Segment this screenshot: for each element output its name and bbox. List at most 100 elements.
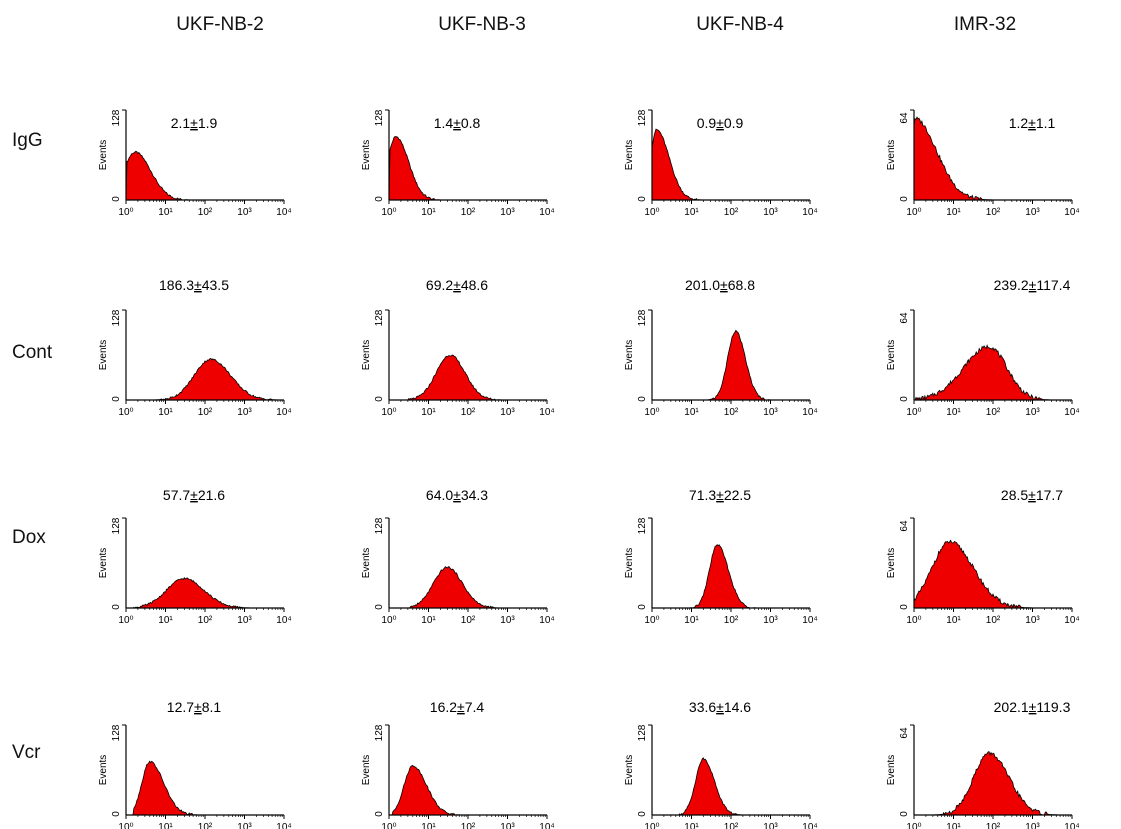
x-tick-label: 10¹ <box>158 207 173 218</box>
x-tick-label: 10³ <box>500 615 515 626</box>
stats-mean: 239.2 <box>994 277 1029 293</box>
x-tick-label: 10² <box>724 822 739 829</box>
y-axis-label: Events <box>98 755 109 786</box>
x-tick-label: 10¹ <box>946 407 961 418</box>
y-zero-label: 0 <box>111 196 122 202</box>
x-tick-label: 10⁰ <box>381 207 396 218</box>
histogram-fill <box>652 757 810 815</box>
x-tick-label: 10³ <box>1025 822 1040 829</box>
histogram-panel: 10⁰ 10¹ 10² 10³ 10⁴ 128 0 Events 33.6±14.6 <box>624 699 818 829</box>
y-zero-label: 0 <box>899 396 910 402</box>
row-label-cont: Cont <box>12 342 53 363</box>
histogram-fill <box>652 544 810 608</box>
row-label-dox: Dox <box>12 527 46 548</box>
histogram-panel: 10⁰ 10¹ 10² 10³ 10⁴ 128 0 Events 0.9±0.9 <box>624 109 818 218</box>
y-max-label: 128 <box>374 309 385 326</box>
histogram-panel: 10⁰ 10¹ 10² 10³ 10⁴ 64 0 Events 28.5±17.7 <box>886 487 1080 626</box>
stats-sd: 1.1 <box>1036 115 1056 131</box>
stats-mean: 186.3 <box>159 277 194 293</box>
y-zero-label: 0 <box>111 604 122 610</box>
x-tick-label: 10⁰ <box>644 407 659 418</box>
stats-mean: 69.2 <box>426 277 453 293</box>
x-tick-label: 10⁴ <box>276 407 291 418</box>
stats-sd: 14.6 <box>724 699 751 715</box>
stats-label: 202.1±119.3 <box>994 699 1071 715</box>
y-axis-label: Events <box>886 340 897 371</box>
y-max-label: 128 <box>637 517 648 534</box>
x-tick-label: 10⁴ <box>276 207 291 218</box>
histogram-panel: 10⁰ 10¹ 10² 10³ 10⁴ 128 0 Events 16.2±7.4 <box>361 699 555 829</box>
x-tick-label: 10⁰ <box>906 822 921 829</box>
x-tick-label: 10⁴ <box>802 407 817 418</box>
x-tick-label: 10⁴ <box>1064 615 1079 626</box>
histogram-outline <box>652 757 810 816</box>
x-tick-label: 10⁴ <box>1064 822 1079 829</box>
y-zero-label: 0 <box>899 811 910 817</box>
stats-label: 186.3±43.5 <box>159 277 229 293</box>
x-tick-label: 10² <box>198 407 213 418</box>
x-tick-label: 10² <box>986 207 1001 218</box>
stats-mean: 64.0 <box>426 487 453 503</box>
x-tick-label: 10⁴ <box>1064 407 1079 418</box>
y-axis-label: Events <box>886 548 897 579</box>
stats-mean: 202.1 <box>994 699 1029 715</box>
x-tick-label: 10² <box>198 207 213 218</box>
stats-label: 57.7±21.6 <box>163 487 225 503</box>
x-tick-label: 10⁴ <box>802 615 817 626</box>
row-label-igg: IgG <box>12 130 43 151</box>
stats-sd: 0.9 <box>724 115 744 131</box>
x-tick-label: 10² <box>461 822 476 829</box>
histogram-fill <box>389 566 547 608</box>
x-tick-label: 10³ <box>763 407 778 418</box>
x-tick-label: 10² <box>198 615 213 626</box>
x-tick-label: 10³ <box>1025 407 1040 418</box>
x-tick-label: 10² <box>724 407 739 418</box>
x-tick-label: 10⁴ <box>539 822 554 829</box>
y-axis-label: Events <box>98 548 109 579</box>
stats-plusminus: ± <box>190 115 198 131</box>
histogram-fill <box>914 345 1072 400</box>
x-tick-label: 10⁴ <box>539 615 554 626</box>
y-max-label: 64 <box>899 727 910 739</box>
column-header-ukf-nb-3: UKF-NB-3 <box>438 14 526 35</box>
x-tick-label: 10¹ <box>158 822 173 829</box>
x-tick-label: 10³ <box>1025 207 1040 218</box>
x-tick-label: 10⁴ <box>802 822 817 829</box>
y-axis-label: Events <box>886 755 897 786</box>
x-tick-label: 10² <box>461 207 476 218</box>
histogram-fill <box>389 765 547 815</box>
x-tick-label: 10⁰ <box>118 207 133 218</box>
stats-label: 64.0±34.3 <box>426 487 488 503</box>
histogram-fill <box>914 751 1072 815</box>
stats-sd: 117.4 <box>1036 277 1070 293</box>
histogram-panel: 10⁰ 10¹ 10² 10³ 10⁴ 64 0 Events 202.1±119.3 <box>886 699 1080 829</box>
stats-plusminus: ± <box>1028 115 1036 131</box>
histogram-panel: 10⁰ 10¹ 10² 10³ 10⁴ 128 0 Events 57.7±21.6 <box>98 487 292 626</box>
histogram-panel: 10⁰ 10¹ 10² 10³ 10⁴ 128 0 Events 71.3±22.5 <box>624 487 818 626</box>
stats-label: 201.0±68.8 <box>685 277 755 293</box>
x-tick-label: 10² <box>986 822 1001 829</box>
histogram-panel: 10⁰ 10¹ 10² 10³ 10⁴ 64 0 Events 1.2±1.1 <box>886 109 1080 218</box>
y-axis-label: Events <box>624 755 635 786</box>
y-axis-label: Events <box>624 140 635 171</box>
stats-plusminus: ± <box>194 699 202 715</box>
stats-sd: 8.1 <box>202 699 222 715</box>
x-tick-label: 10³ <box>237 822 252 829</box>
x-tick-label: 10⁴ <box>276 822 291 829</box>
histogram-fill <box>652 129 810 200</box>
stats-mean: 201.0 <box>685 277 720 293</box>
x-tick-label: 10³ <box>500 407 515 418</box>
x-tick-label: 10¹ <box>684 207 699 218</box>
x-tick-label: 10² <box>724 615 739 626</box>
histogram-panel: 10⁰ 10¹ 10² 10³ 10⁴ 128 0 Events 1.4±0.8 <box>361 109 555 218</box>
stats-sd: 21.6 <box>198 487 225 503</box>
y-axis-label: Events <box>624 340 635 371</box>
x-tick-label: 10¹ <box>946 822 961 829</box>
x-tick-label: 10⁰ <box>381 615 396 626</box>
histogram-panel: 10⁰ 10¹ 10² 10³ 10⁴ 128 0 Events 2.1±1.9 <box>98 109 292 218</box>
histogram-fill <box>652 330 810 400</box>
x-tick-label: 10¹ <box>946 207 961 218</box>
histogram-panel: 10⁰ 10¹ 10² 10³ 10⁴ 128 0 Events 64.0±34.3 <box>361 487 555 626</box>
stats-sd: 34.3 <box>461 487 488 503</box>
